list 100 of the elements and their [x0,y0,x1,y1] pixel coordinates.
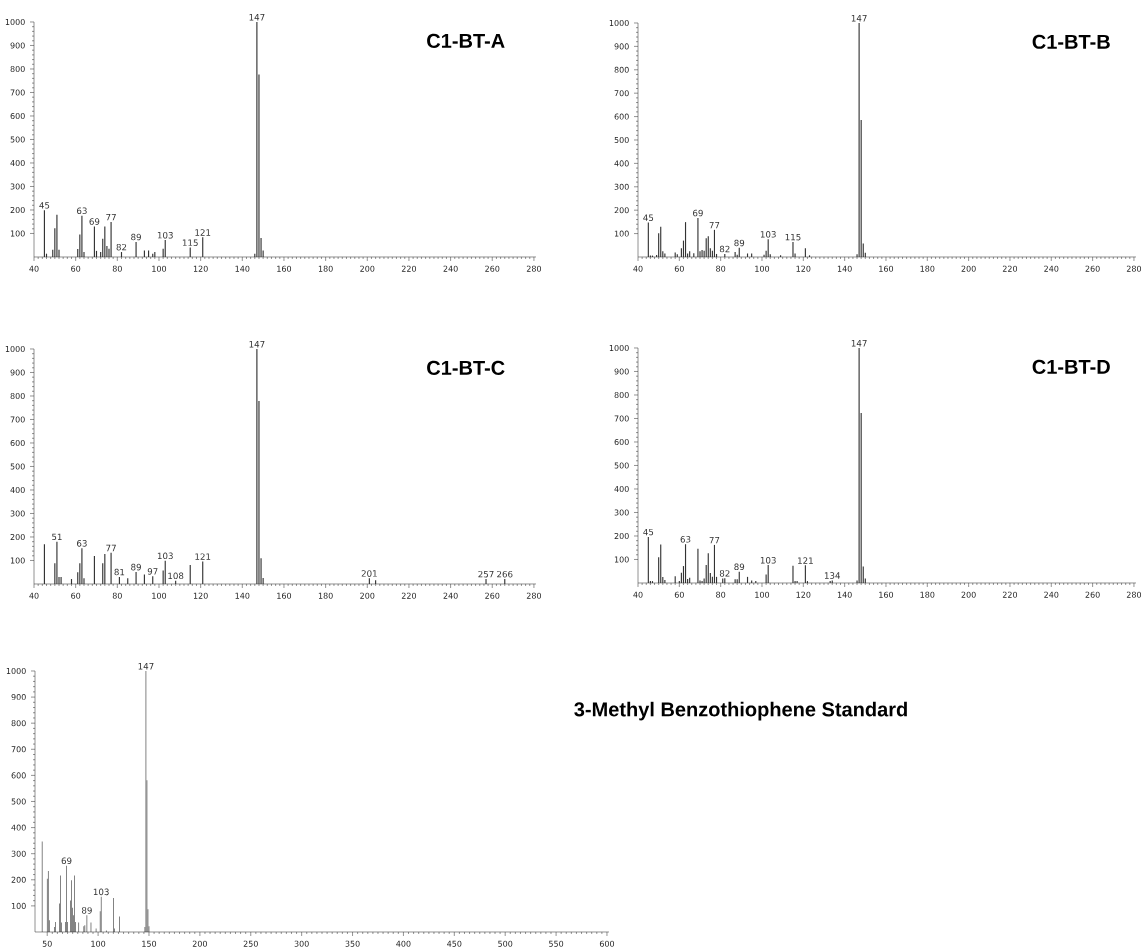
annotation: 121 [195,553,211,560]
annotation: 121 [798,557,813,564]
x-tick-label: 140 [837,591,852,598]
annotation: 89 [734,239,745,247]
annotation: 63 [77,540,87,547]
y-tick-label: 300 [10,183,25,190]
annotation: 81 [114,568,125,576]
x-tick-label: 260 [485,592,500,599]
chart-title: C1-BT-C [427,360,505,375]
x-tick-label: 80 [112,592,122,599]
y-tick-label: 400 [614,485,629,492]
y-tick-label: 500 [10,136,25,143]
annotation: 69 [693,209,703,217]
y-tick-label: 400 [11,824,26,831]
y-tick-label: 100 [614,556,629,563]
annotation: 103 [157,552,173,560]
x-tick-label: 60 [71,592,81,599]
chart-title: C1-BT-A [427,33,505,48]
y-tick-label: 200 [614,207,629,214]
x-tick-label: 600 [599,940,615,947]
x-tick-label: 200 [192,940,207,947]
x-tick-label: 180 [318,592,333,599]
y-tick-label: 100 [10,230,25,237]
y-tick-label: 900 [11,694,26,701]
y-tick-label: 200 [10,533,25,540]
x-tick-label: 100 [152,592,167,599]
annotation: 77 [709,537,720,544]
y-tick-label: 500 [11,798,26,805]
y-tick-label: 200 [614,532,629,539]
x-tick-label: 120 [193,265,208,272]
x-tick-label: 220 [1002,265,1018,272]
annotation: 63 [680,536,691,543]
y-tick-label: 600 [10,112,25,119]
y-tick-label: 200 [10,206,25,213]
x-tick-label: 40 [29,592,39,599]
y-tick-label: 800 [10,65,25,72]
y-tick-label: 400 [10,159,25,166]
x-tick-label: 150 [142,940,157,947]
x-tick-label: 80 [112,265,122,272]
x-tick-label: 260 [1085,265,1100,272]
x-tick-label: 140 [235,592,250,599]
y-tick-label: 1000 [6,667,26,674]
x-tick-label: 120 [193,592,208,599]
x-tick-label: 100 [91,940,106,947]
y-tick-label: 400 [10,486,25,493]
y-tick-label: 400 [614,160,629,167]
annotation: 77 [106,214,116,221]
x-tick-label: 280 [526,592,542,599]
x-tick-label: 200 [360,592,375,599]
annotation: 45 [643,214,654,221]
annotation: 147 [851,15,867,22]
x-tick-label: 260 [1085,591,1100,598]
y-tick-label: 700 [614,90,629,97]
annotation: 77 [709,221,720,229]
annotation: 77 [106,544,116,552]
x-tick-label: 60 [674,591,684,598]
annotation: 121 [195,229,211,236]
y-tick-label: 1000 [5,345,25,352]
annotation: 63 [77,207,87,215]
y-tick-label: 600 [10,439,25,446]
y-tick-label: 1000 [5,18,25,25]
annotation: 45 [39,202,50,209]
annotation: 201 [361,570,377,577]
y-tick-label: 700 [10,89,25,96]
annotation: 89 [131,563,141,571]
x-tick-label: 280 [1126,265,1142,272]
x-tick-label: 240 [1044,265,1059,272]
annotation: 134 [824,572,841,579]
y-tick-label: 100 [11,902,26,909]
x-tick-label: 180 [920,591,935,598]
x-tick-label: 240 [443,592,458,599]
x-tick-label: 80 [716,265,726,272]
y-tick-label: 800 [614,66,629,73]
x-tick-label: 100 [755,591,770,598]
y-tick-label: 600 [11,772,26,779]
annotation: 103 [760,231,776,238]
y-tick-label: 300 [614,509,629,516]
x-tick-label: 140 [837,265,852,272]
x-tick-label: 180 [318,265,333,272]
x-tick-label: 40 [633,591,643,598]
x-tick-label: 160 [879,265,894,272]
x-tick-label: 400 [396,940,411,947]
annotation: 82 [719,570,730,577]
annotation: 257 [478,570,494,578]
text: 3-Methyl Benzothiophene Standard [574,701,907,721]
annotation: 147 [851,340,867,347]
annotation: 82 [719,245,730,253]
y-tick-label: 700 [10,416,25,423]
x-tick-label: 200 [360,265,375,272]
y-tick-label: 900 [10,369,25,376]
y-tick-label: 300 [11,850,26,857]
y-tick-label: 500 [10,463,25,470]
annotation: 115 [182,239,198,246]
x-tick-label: 550 [549,940,564,947]
x-tick-label: 220 [401,592,417,599]
x-tick-label: 200 [961,265,976,272]
annotation: 147 [249,14,265,21]
x-tick-label: 40 [633,265,643,272]
x-tick-label: 220 [1002,591,1018,598]
y-tick-label: 500 [614,462,629,469]
